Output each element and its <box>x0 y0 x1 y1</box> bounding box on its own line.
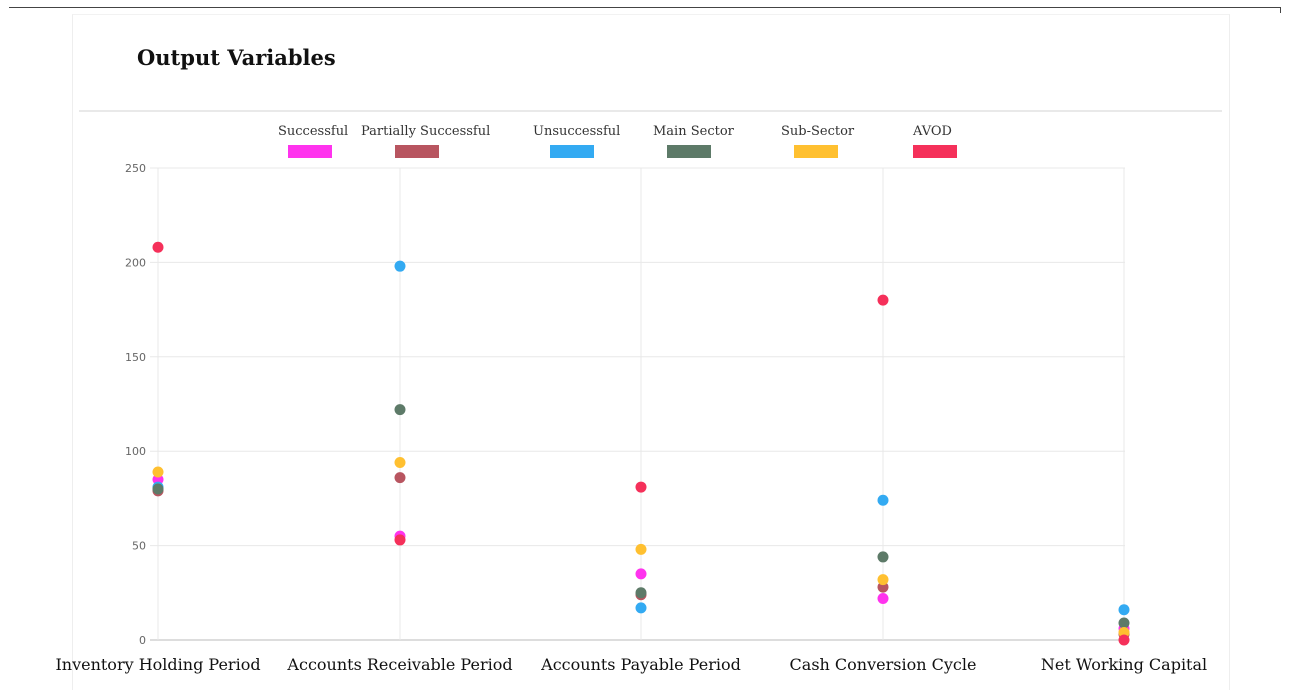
x-category-label: Inventory Holding Period <box>55 655 260 674</box>
legend-swatch <box>667 145 711 158</box>
title-divider <box>79 110 1222 112</box>
data-point <box>635 602 647 614</box>
legend-swatch <box>395 145 439 158</box>
data-point <box>877 592 889 604</box>
data-point <box>394 260 406 272</box>
frame-right-border <box>1280 7 1281 13</box>
legend-label: AVOD <box>913 124 952 139</box>
legend-swatch <box>913 145 957 158</box>
data-point <box>635 587 647 599</box>
y-tick-label-0: 0 <box>139 634 146 647</box>
data-point <box>152 483 164 495</box>
x-category-label: Cash Conversion Cycle <box>790 655 977 674</box>
data-point <box>877 581 889 593</box>
y-tick-label-200: 200 <box>125 256 146 269</box>
y-tick-label-250: 250 <box>125 162 146 175</box>
y-tick-label-50: 50 <box>132 540 146 553</box>
x-category-label: Accounts Payable Period <box>540 655 741 674</box>
data-point <box>394 404 406 416</box>
data-point <box>635 568 647 580</box>
data-point <box>152 241 164 253</box>
chart-panel <box>72 14 1230 690</box>
data-point <box>1118 634 1130 646</box>
y-tick-label-100: 100 <box>125 445 146 458</box>
x-category-label: Accounts Receivable Period <box>286 655 512 674</box>
data-point <box>1118 604 1130 616</box>
legend-swatch <box>794 145 838 158</box>
y-tick-label-150: 150 <box>125 351 146 364</box>
data-point <box>394 534 406 546</box>
x-category-label: Net Working Capital <box>1041 655 1207 674</box>
data-point <box>152 466 164 478</box>
data-point <box>394 472 406 484</box>
data-point <box>635 543 647 555</box>
legend-label: Sub-Sector <box>781 124 855 139</box>
data-point <box>877 551 889 563</box>
frame-top-border <box>9 7 1280 8</box>
legend-swatch <box>288 145 332 158</box>
legend-swatch <box>550 145 594 158</box>
data-point <box>152 474 164 486</box>
legend-label: Partially Successful <box>361 124 491 139</box>
panel-title: Output Variables <box>137 45 336 70</box>
data-point <box>1118 617 1130 629</box>
data-point <box>635 481 647 493</box>
data-point <box>877 294 889 306</box>
legend-label: Successful <box>278 124 349 139</box>
legend-label: Unsuccessful <box>533 124 621 139</box>
legend-label: Main Sector <box>653 124 734 139</box>
data-point <box>877 494 889 506</box>
data-point <box>877 574 889 586</box>
data-point <box>1118 626 1130 638</box>
data-point <box>394 457 406 469</box>
